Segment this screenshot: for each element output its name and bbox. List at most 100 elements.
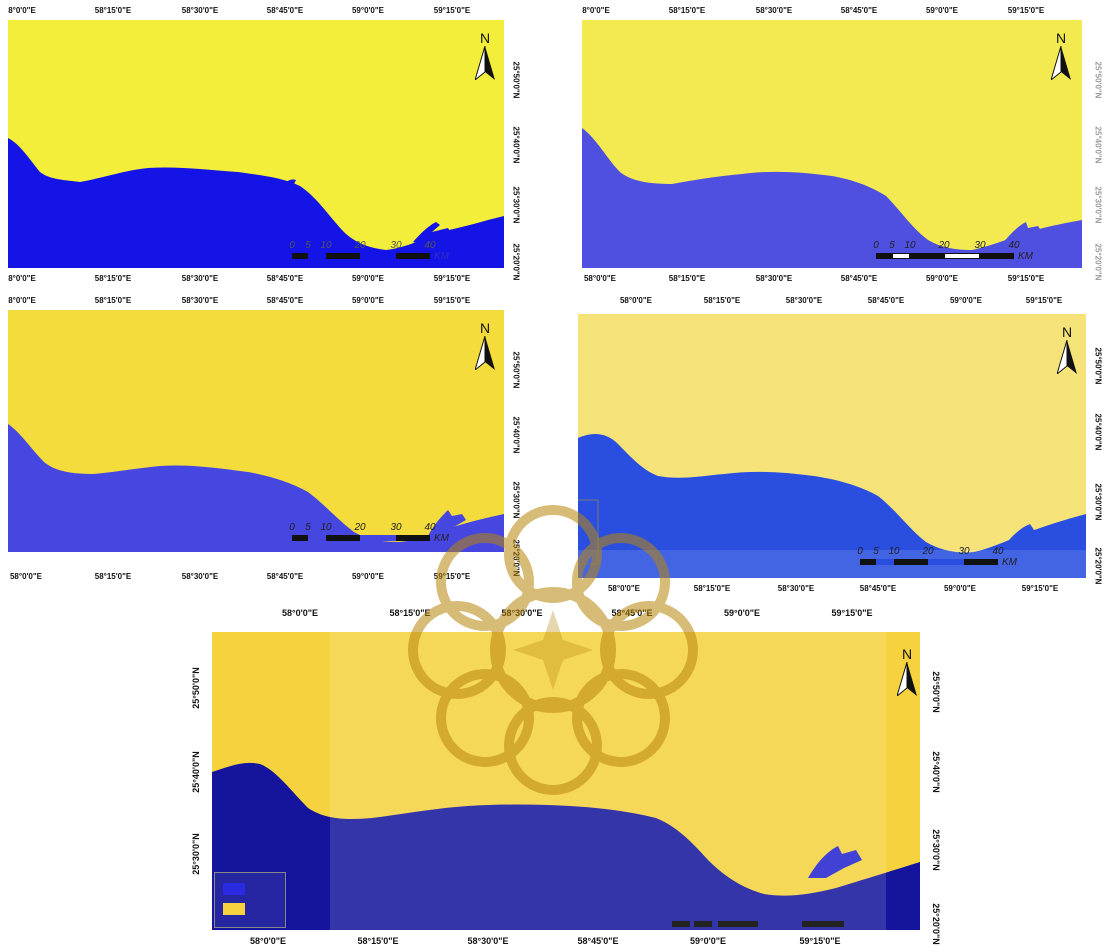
estuary — [1002, 222, 1042, 244]
top-tick: 58°15'0"E — [703, 296, 741, 305]
bottom-tick: 59°0'0"E — [351, 274, 385, 283]
right-tick: 25°20'0"N — [511, 243, 521, 281]
scale-bar: 0 5 10 20 30 40 KM — [288, 522, 468, 544]
bottom-tick: 59°15'0"E — [799, 936, 841, 946]
north-letter: N — [479, 30, 491, 46]
right-tick: 25°30'0"N — [1093, 186, 1103, 224]
scale-segment — [892, 253, 910, 259]
map-frame: N 0 5 10 20 30 40 KM — [8, 310, 504, 552]
top-tick: 58°45'0"E — [867, 296, 905, 305]
map-panel-5: 58°0'0"E 58°15'0"E 58°30'0"E 58°45'0"E 5… — [180, 604, 980, 952]
top-tick: 58°30'0"E — [755, 6, 793, 15]
north-arrow: N — [1048, 30, 1074, 82]
right-tick: 25°50'0"N — [1093, 347, 1103, 385]
scale-label: 20 — [354, 240, 366, 251]
faded-overlay — [330, 632, 886, 930]
scale-label: 5 — [889, 240, 895, 251]
top-tick: 58°45'0"E — [266, 296, 304, 305]
scale-segment — [672, 921, 690, 927]
scale-segment — [802, 921, 844, 927]
scale-label: 10 — [320, 240, 332, 251]
scale-label: 10 — [888, 546, 900, 557]
left-tick: 25°40'0"N — [191, 751, 201, 793]
bottom-tick: 58°45'0"E — [840, 274, 878, 283]
scale-segment — [894, 559, 928, 565]
bottom-tick: 58°15'0"E — [357, 936, 399, 946]
map-raster — [578, 314, 1086, 578]
top-tick: 59°15'0"E — [1007, 6, 1045, 15]
scale-label: 5 — [305, 522, 311, 533]
scale-label: 20 — [938, 240, 950, 251]
bottom-tick: 58°45'0"E — [859, 584, 897, 593]
bottom-tick: 8°0'0"E — [8, 274, 36, 283]
map-raster — [8, 20, 504, 268]
map-frame: N — [212, 632, 920, 930]
scale-segment — [928, 559, 964, 565]
top-tick: 59°0'0"E — [351, 6, 385, 15]
right-tick: 25°50'0"N — [511, 351, 521, 389]
right-tick: 25°50'0"N — [1093, 61, 1103, 99]
scale-segment — [292, 253, 308, 259]
map-panel-4: 58°0'0"E 58°15'0"E 58°30'0"E 58°45'0"E 5… — [574, 290, 1106, 606]
scale-bar: 0 5 10 20 30 40 KM — [288, 240, 458, 262]
scale-segment — [876, 253, 892, 259]
top-tick: 58°15'0"E — [94, 6, 132, 15]
right-tick: 25°30'0"N — [511, 481, 521, 519]
north-letter: N — [479, 320, 491, 336]
water-area — [582, 128, 1082, 268]
scale-label: 0 — [289, 240, 295, 251]
top-tick: 58°0'0"E — [281, 608, 319, 618]
scale-label: 5 — [873, 546, 879, 557]
map-panel-2: 8°0'0"E 58°15'0"E 58°30'0"E 58°45'0"E 59… — [574, 0, 1106, 300]
scale-label: 30 — [390, 240, 402, 251]
right-tick: 25°40'0"N — [1093, 413, 1103, 451]
bottom-tick: 58°30'0"E — [181, 572, 219, 581]
map-raster — [8, 310, 504, 552]
scale-bar: 0 5 10 20 30 40 KM — [872, 240, 1052, 262]
top-tick: 8°0'0"E — [8, 6, 36, 15]
legend-swatch-water — [223, 883, 245, 895]
scale-bar: 0 5 10 20 30 40 KM — [856, 546, 1036, 568]
scale-segment — [944, 253, 980, 259]
bottom-tick: 58°45'0"E — [577, 936, 619, 946]
scale-segment — [396, 253, 430, 259]
scale-unit: KM — [434, 251, 449, 262]
scale-segment — [980, 253, 1014, 259]
scale-label: 30 — [974, 240, 986, 251]
right-tick: 25°50'0"N — [511, 61, 521, 99]
map-frame: N 0 5 10 20 30 40 KM — [582, 20, 1082, 268]
estuary — [1004, 524, 1048, 546]
bottom-tick: 58°30'0"E — [181, 274, 219, 283]
scale-segment — [860, 559, 876, 565]
water-area — [578, 434, 1086, 578]
scale-segment — [360, 253, 396, 259]
right-tick: 25°20'0"N — [1093, 243, 1103, 281]
right-tick: 25°50'0"N — [931, 671, 941, 713]
scale-label: 20 — [354, 522, 366, 533]
bottom-tick: 58°15'0"E — [668, 274, 706, 283]
scale-segment — [360, 535, 396, 541]
scale-label: 40 — [424, 522, 436, 533]
scale-label: 5 — [305, 240, 311, 251]
scale-label: 30 — [390, 522, 402, 533]
scale-unit: KM — [1002, 557, 1017, 568]
inlet — [280, 179, 296, 190]
bottom-tick: 59°0'0"E — [943, 584, 977, 593]
top-tick: 8°0'0"E — [8, 296, 36, 305]
bottom-tick: 58°15'0"E — [94, 274, 132, 283]
top-tick: 58°0'0"E — [619, 296, 653, 305]
north-letter: N — [1055, 30, 1067, 46]
bottom-tick: 58°45'0"E — [266, 274, 304, 283]
top-tick: 59°15'0"E — [1025, 296, 1063, 305]
bottom-tick: 59°0'0"E — [689, 936, 727, 946]
top-tick: 59°0'0"E — [925, 6, 959, 15]
bottom-tick: 58°0'0"E — [607, 584, 641, 593]
scale-segment — [326, 535, 360, 541]
right-tick: 25°40'0"N — [511, 126, 521, 164]
bottom-tick: 58°0'0"E — [9, 572, 43, 581]
top-tick: 58°30'0"E — [785, 296, 823, 305]
top-tick: 59°0'0"E — [949, 296, 983, 305]
top-tick: 59°15'0"E — [433, 6, 471, 15]
scale-label: 40 — [992, 546, 1004, 557]
scale-bar — [672, 908, 872, 930]
